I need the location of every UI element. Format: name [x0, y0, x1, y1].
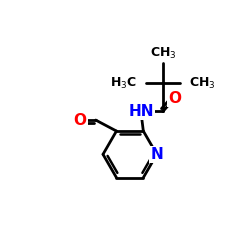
Text: N: N	[150, 147, 163, 162]
Text: CH$_3$: CH$_3$	[150, 46, 176, 62]
Text: H$_3$C: H$_3$C	[110, 76, 137, 91]
Text: HN: HN	[128, 104, 154, 119]
Text: O: O	[73, 112, 86, 128]
Text: CH$_3$: CH$_3$	[188, 76, 215, 91]
Text: O: O	[168, 90, 181, 106]
